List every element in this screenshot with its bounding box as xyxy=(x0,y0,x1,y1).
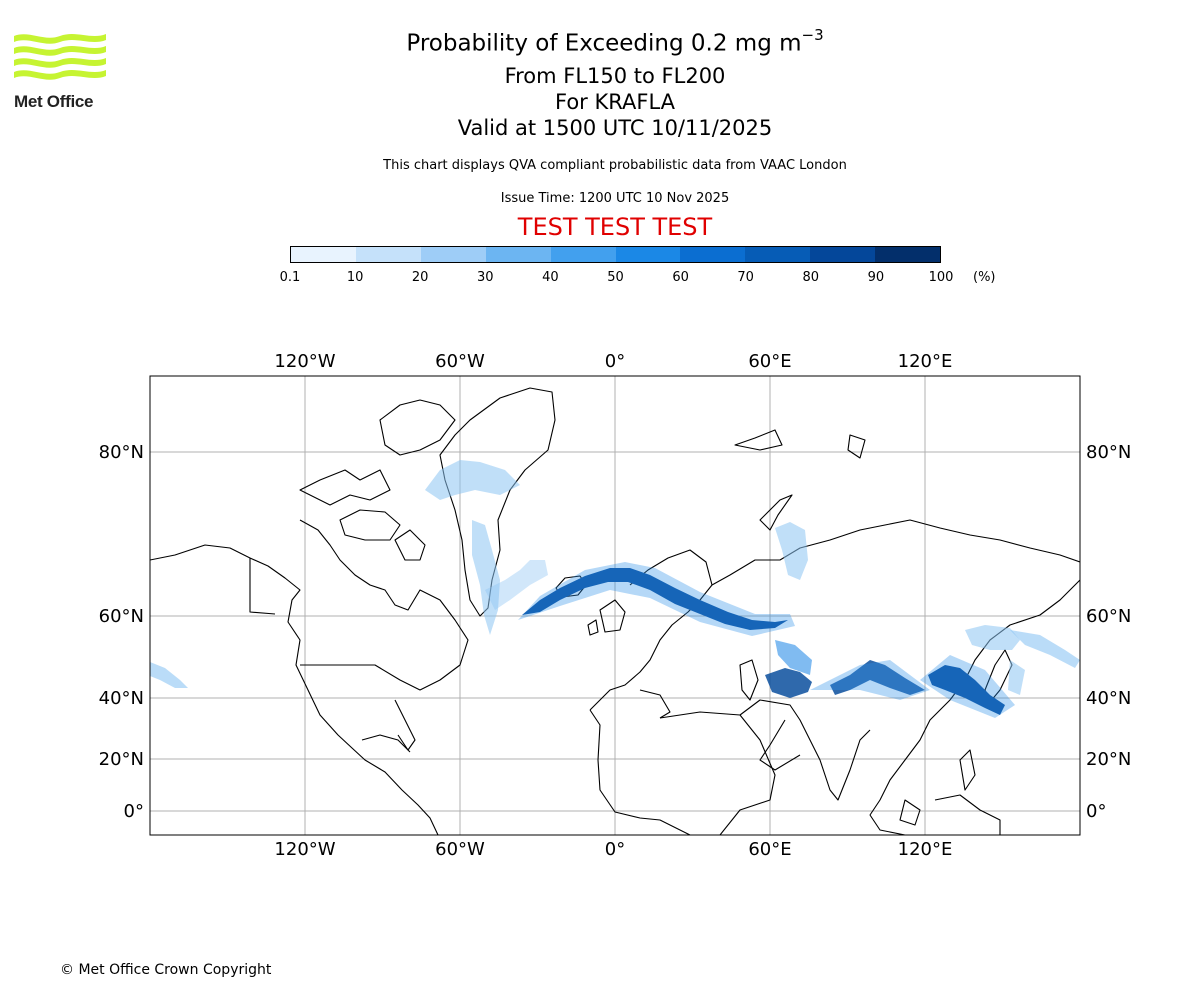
colorbar xyxy=(290,246,941,263)
lon-label: 120°W xyxy=(274,351,335,372)
colorbar-tick-label: 50 xyxy=(607,270,624,285)
lat-label: 40°N xyxy=(1086,688,1131,709)
lat-label: 0° xyxy=(1086,801,1106,822)
colorbar-tick-label: 100 xyxy=(928,270,954,285)
colorbar-unit: (%) xyxy=(973,270,996,285)
graticule xyxy=(150,376,1080,835)
lon-labels-top: 120°W 60°W 0° 60°E 120°E xyxy=(274,351,952,372)
colorbar-tick-label: 0.1 xyxy=(279,270,301,285)
test-banner: TEST TEST TEST xyxy=(517,213,713,241)
chart-description: This chart displays QVA compliant probab… xyxy=(383,158,847,173)
lon-label: 0° xyxy=(605,351,625,372)
valid-time: Valid at 1500 UTC 10/11/2025 xyxy=(457,116,773,140)
colorbar-tick-label: 60 xyxy=(672,270,689,285)
logo-wordmark: Met Office xyxy=(14,92,94,111)
lat-label: 40°N xyxy=(99,688,144,709)
ash-plume xyxy=(150,460,1080,718)
colorbar-tick-label: 30 xyxy=(477,270,494,285)
colorbar-segment xyxy=(615,247,681,262)
colorbar-segment xyxy=(550,247,616,262)
lat-label: 0° xyxy=(124,801,144,822)
issue-time: Issue Time: 1200 UTC 10 Nov 2025 xyxy=(500,191,730,206)
lon-label: 0° xyxy=(605,839,625,860)
lat-label: 60°N xyxy=(1086,606,1131,627)
chart-title: Probability of Exceeding 0.2 mg m−3 xyxy=(0,26,1200,57)
title-exponent: −3 xyxy=(801,26,824,44)
colorbar-segment xyxy=(810,247,876,262)
lon-label: 120°W xyxy=(274,839,335,860)
lat-label: 20°N xyxy=(1086,749,1131,770)
colorbar-segment xyxy=(875,247,941,262)
colorbar-tick-label: 10 xyxy=(346,270,364,285)
lat-label: 20°N xyxy=(99,749,144,770)
coastlines xyxy=(150,387,1080,835)
lon-label: 120°E xyxy=(898,351,953,372)
colorbar-segment xyxy=(745,247,811,262)
lat-labels-left: 80°N 60°N 40°N 20°N 0° xyxy=(99,442,144,822)
lon-label: 60°W xyxy=(435,351,485,372)
colorbar-segment xyxy=(291,247,356,262)
met-office-logo-icon xyxy=(14,34,106,80)
colorbar-tick-label: 20 xyxy=(411,270,429,285)
lon-label: 60°E xyxy=(748,839,791,860)
map-frame xyxy=(149,375,1081,836)
level-range: From FL150 to FL200 xyxy=(504,64,726,88)
copyright: © Met Office Crown Copyright xyxy=(60,962,272,978)
lat-labels-right: 80°N 60°N 40°N 20°N 0° xyxy=(1086,442,1131,822)
colorbar-segment xyxy=(485,247,551,262)
lon-label: 60°E xyxy=(748,351,791,372)
colorbar-segment xyxy=(420,247,486,262)
lat-label: 60°N xyxy=(99,606,144,627)
lat-label: 80°N xyxy=(1086,442,1131,463)
colorbar-tick-label: 70 xyxy=(737,270,754,285)
colorbar-segment xyxy=(680,247,746,262)
lon-label: 120°E xyxy=(898,839,953,860)
colorbar-tick-label: 40 xyxy=(542,270,559,285)
colorbar-tick-label: 90 xyxy=(867,270,885,285)
colorbar-segment xyxy=(355,247,421,262)
lat-label: 80°N xyxy=(99,442,144,463)
title-text: Probability of Exceeding 0.2 mg m xyxy=(406,30,802,57)
lon-labels-bottom: 120°W 60°W 0° 60°E 120°E xyxy=(274,839,952,860)
lon-label: 60°W xyxy=(435,839,485,860)
volcano-name: For KRAFLA xyxy=(555,90,675,114)
colorbar-tick-label: 80 xyxy=(802,270,820,285)
